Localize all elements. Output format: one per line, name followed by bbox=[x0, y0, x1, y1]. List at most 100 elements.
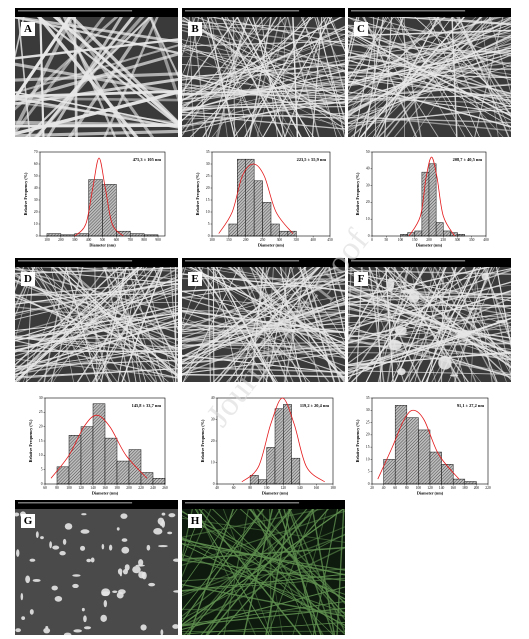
info-text bbox=[185, 10, 300, 12]
x-axis-title: Diameter (nm) bbox=[89, 242, 116, 247]
histogram-chart: 100 150 200 250 300 350 400 450 0 5 10 15 20 25 30 35 Di… bbox=[195, 150, 333, 248]
bar bbox=[279, 230, 289, 237]
fit-annotation: 91,1 ± 27,2 nm bbox=[457, 403, 485, 408]
fiber bbox=[281, 500, 317, 635]
particle bbox=[173, 590, 178, 593]
fit-curve bbox=[408, 156, 455, 237]
particle bbox=[138, 559, 144, 567]
fiber bbox=[182, 83, 345, 105]
particle bbox=[29, 609, 34, 615]
fiber bbox=[413, 8, 501, 137]
fiber bbox=[245, 258, 303, 382]
particle bbox=[481, 273, 489, 280]
fiber bbox=[182, 517, 345, 543]
fiber bbox=[348, 16, 511, 86]
y-tick-label: 0 bbox=[36, 234, 38, 238]
fiber bbox=[479, 8, 499, 137]
particle bbox=[167, 531, 173, 535]
fiber bbox=[216, 258, 345, 360]
fiber bbox=[140, 258, 175, 382]
fiber bbox=[182, 533, 345, 620]
x-tick-label: 300 bbox=[277, 238, 283, 242]
fiber bbox=[182, 577, 345, 592]
fit-annotation: 119,2 ± 20,4 nm bbox=[300, 403, 329, 408]
fiber bbox=[51, 8, 131, 137]
fiber bbox=[385, 8, 504, 137]
fiber bbox=[26, 258, 118, 382]
x-tick-label: 200 bbox=[58, 238, 64, 242]
y-tick-label: 15 bbox=[366, 445, 370, 449]
fiber bbox=[394, 8, 466, 137]
y-tick-label: 10 bbox=[34, 222, 38, 226]
label-box bbox=[21, 514, 35, 528]
fiber bbox=[43, 258, 69, 382]
x-tick-label: 60 bbox=[43, 486, 47, 490]
fiber bbox=[348, 328, 511, 338]
image-content bbox=[348, 258, 511, 382]
x-tick-label: 200 bbox=[474, 486, 480, 490]
bar bbox=[452, 478, 466, 485]
fiber bbox=[348, 34, 511, 114]
info-text bbox=[18, 260, 133, 262]
fiber bbox=[212, 258, 215, 382]
y-tick-label: 30 bbox=[39, 396, 43, 400]
fiber bbox=[278, 258, 302, 382]
fiber bbox=[348, 30, 511, 75]
fiber bbox=[63, 258, 98, 382]
fiber bbox=[15, 346, 178, 375]
fiber bbox=[311, 8, 345, 75]
label-box bbox=[21, 22, 35, 36]
sem-image: A bbox=[15, 8, 178, 137]
fiber bbox=[336, 500, 345, 635]
x-tick-label: 250 bbox=[441, 238, 447, 242]
histogram-chart: 20 40 60 80 100 120 140 160 180 200 220 0 5 10 15 20 25 3… bbox=[355, 396, 491, 496]
bar bbox=[228, 223, 238, 237]
fiber bbox=[15, 258, 131, 366]
fiber bbox=[182, 526, 345, 595]
particle bbox=[80, 545, 86, 551]
y-tick-label: 20 bbox=[366, 200, 370, 204]
fiber bbox=[348, 289, 511, 354]
bar bbox=[152, 478, 166, 485]
bar bbox=[130, 233, 145, 237]
x-tick-label: 160 bbox=[451, 486, 457, 490]
fiber bbox=[15, 306, 178, 326]
fiber bbox=[348, 8, 411, 116]
y-tick-label: 25 bbox=[39, 410, 43, 414]
bar bbox=[270, 223, 280, 237]
particle bbox=[16, 549, 20, 557]
y-axis-title: Relative Frequency (%) bbox=[200, 419, 205, 462]
fiber bbox=[182, 258, 190, 279]
particle bbox=[146, 544, 151, 551]
fiber bbox=[15, 359, 178, 367]
sem-image: F bbox=[348, 258, 511, 382]
fiber bbox=[330, 258, 345, 307]
fit-curve bbox=[241, 397, 325, 483]
fiber bbox=[15, 293, 178, 342]
fiber bbox=[205, 258, 278, 382]
fiber bbox=[182, 113, 345, 130]
fiber bbox=[182, 19, 345, 101]
fiber bbox=[348, 287, 511, 361]
fiber bbox=[182, 271, 345, 346]
fiber bbox=[182, 8, 268, 137]
fiber bbox=[182, 93, 345, 97]
fiber bbox=[16, 8, 31, 137]
bar bbox=[253, 180, 263, 237]
fiber bbox=[182, 277, 345, 280]
particle bbox=[63, 632, 72, 635]
fiber bbox=[376, 8, 444, 137]
fiber bbox=[94, 258, 130, 382]
particle bbox=[135, 564, 145, 567]
fiber bbox=[268, 500, 272, 635]
fiber bbox=[291, 8, 299, 137]
info-bar bbox=[182, 8, 345, 17]
fiber bbox=[73, 258, 111, 382]
fiber bbox=[210, 8, 260, 137]
x-tick-label: 100 bbox=[416, 486, 422, 490]
fiber bbox=[15, 307, 178, 357]
fiber bbox=[259, 8, 279, 137]
fiber bbox=[312, 500, 340, 635]
fiber bbox=[348, 91, 511, 114]
y-tick-label: 30 bbox=[366, 183, 370, 187]
